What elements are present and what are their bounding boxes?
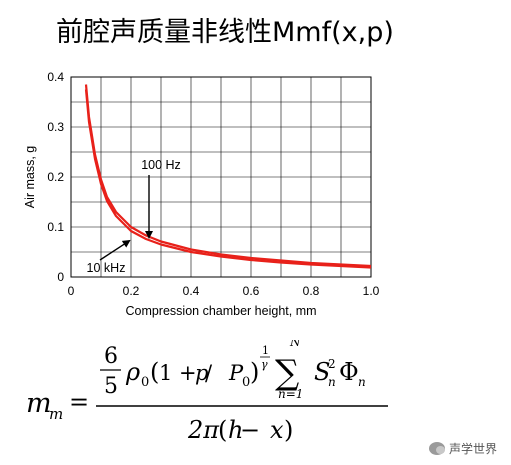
frac-den: 5	[104, 374, 118, 399]
y-tick-label: 0.3	[47, 120, 64, 134]
annotation-100hz: 100 Hz	[141, 158, 181, 172]
y-tick-label: 0.4	[47, 70, 64, 84]
paren-open: (	[150, 358, 159, 386]
watermark: 声学世界	[428, 440, 497, 457]
sum-top: N	[289, 340, 301, 349]
chat-bubble-icon	[428, 442, 445, 455]
x-tick-label: 0.8	[303, 284, 320, 298]
rho: ρ	[125, 358, 140, 386]
S-sub: n	[328, 375, 336, 389]
y-tick-label: 0.2	[47, 170, 64, 184]
formula-lhs-sub: m	[49, 405, 63, 423]
formula-lhs: m	[26, 388, 52, 419]
annotations: 100 Hz 10 kHz	[87, 158, 181, 275]
Phi-var: Φ	[339, 358, 359, 386]
series-line-10khz	[84, 89, 372, 269]
air-mass-formula: m m = 6 5 ρ 0 ( 1 + p / P 0 ) 1 γ N ∑	[22, 335, 402, 460]
den-x: x	[270, 416, 284, 444]
den-h: h	[228, 416, 243, 444]
formula-svg: m m = 6 5 ρ 0 ( 1 + p / P 0 ) 1 γ N ∑	[26, 335, 388, 444]
slash: /	[205, 361, 213, 385]
x-tick-label: 0.6	[243, 284, 260, 298]
frac-num: 6	[104, 344, 118, 369]
y-tick-label: 0	[57, 270, 64, 284]
x-tick-label: 0	[68, 284, 75, 298]
sum-symbol: ∑	[275, 353, 299, 393]
x-tick-label: 0.4	[183, 284, 200, 298]
S-sup: 2	[328, 357, 336, 371]
rho-sub: 0	[141, 375, 149, 390]
den-2pi: 2π	[187, 416, 220, 444]
series-line-100hz	[84, 84, 372, 268]
one-plus: 1 +	[159, 361, 197, 385]
plot-frame	[70, 76, 372, 278]
x-axis-label: Compression chamber height, mm	[125, 304, 316, 318]
exp-num: 1	[262, 344, 269, 357]
S-var: S	[314, 358, 330, 386]
tick-labels: 0 0.2 0.4 0.6 0.8 1.0 0 0.1 0.2 0.3 0.4	[47, 70, 379, 298]
y-tick-label: 0.1	[47, 220, 64, 234]
chart-grid	[71, 77, 371, 277]
paren-close: )	[250, 358, 259, 386]
formula-equals: =	[69, 388, 89, 416]
page-title: 前腔声质量非线性Mmf(x,p)	[56, 17, 394, 48]
x-tick-label: 0.2	[123, 284, 140, 298]
arrow-10khz	[99, 239, 131, 261]
Phi-sub: n	[358, 375, 366, 389]
y-axis-label: Air mass, g	[23, 146, 37, 209]
P-sub: 0	[242, 375, 250, 390]
air-mass-chart: 0 0.2 0.4 0.6 0.8 1.0 0 0.1 0.2 0.3 0.4 100 Hz 10 k…	[23, 70, 380, 318]
sum-bottom: n=1	[278, 387, 303, 401]
den-minus: −	[240, 416, 260, 444]
P-var: P	[228, 361, 244, 385]
annotation-10khz: 10 kHz	[87, 261, 126, 275]
watermark-text: 声学世界	[448, 442, 497, 456]
exp-den: γ	[261, 358, 268, 371]
den-close: )	[284, 416, 293, 444]
series-lines	[84, 84, 372, 269]
p-var: p	[195, 361, 208, 385]
x-tick-label: 1.0	[363, 284, 380, 298]
den-open: (	[218, 416, 227, 444]
